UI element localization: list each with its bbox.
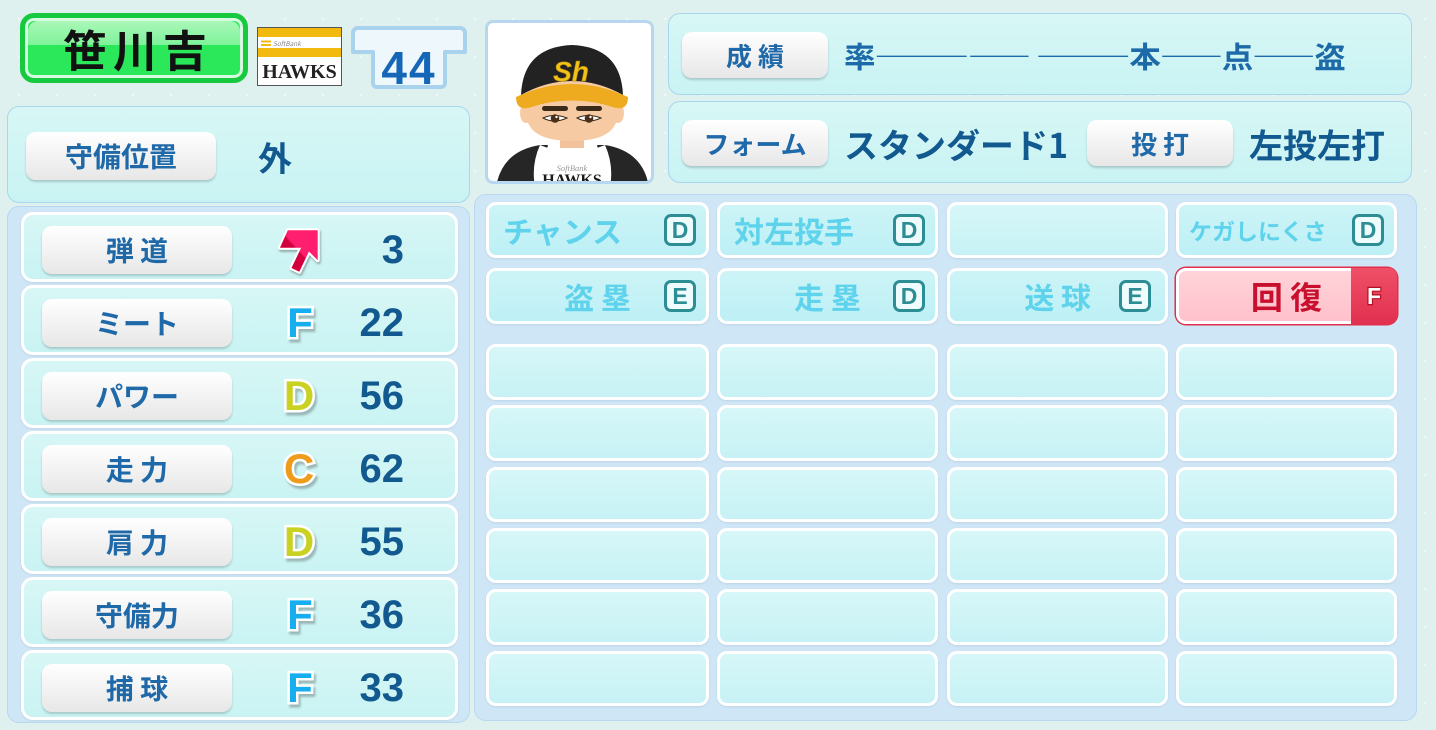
svg-text:Sh: Sh (553, 56, 589, 87)
svg-text:HAWKS: HAWKS (542, 172, 602, 184)
